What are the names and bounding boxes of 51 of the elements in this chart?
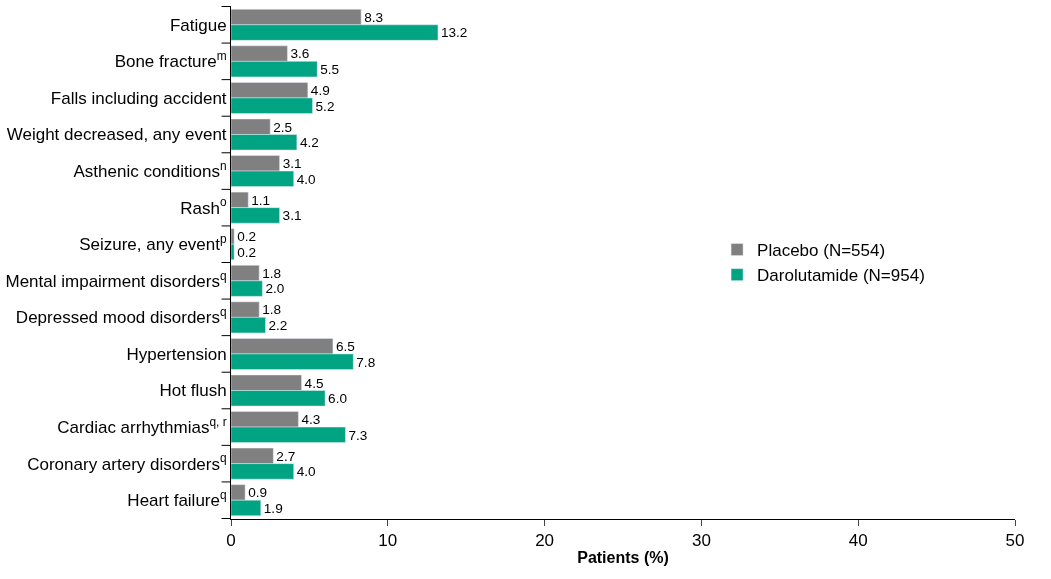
- data-label: 2.5: [273, 119, 293, 135]
- y-tick-label: Bone fracture$^{m}$: [114, 49, 227, 72]
- data-label: 4.2: [299, 135, 319, 151]
- data-label: 3.6: [290, 46, 310, 62]
- x-axis-title: Patients (%): [577, 549, 669, 567]
- data-label: 4.5: [304, 375, 324, 391]
- y-tick-label: Depressed mood disorders$^{q}$: [15, 305, 227, 328]
- y-tick-label: Seizure, any event$^{p}$: [79, 232, 227, 255]
- data-label: 2.2: [268, 317, 288, 333]
- data-label: 4.0: [296, 464, 317, 480]
- data-label: 6.0: [328, 391, 348, 407]
- x-tick-label: 40: [848, 531, 868, 551]
- y-tick-label: Coronary artery disorders$^{q}$: [27, 451, 227, 474]
- legend-label: Placebo (N=554): [757, 241, 886, 261]
- y-tick-label: Heart failure$^{q}$: [127, 488, 227, 511]
- data-label: 0.2: [237, 229, 257, 245]
- y-tick-label: Weight decreased, any event: [6, 125, 227, 145]
- x-tick-label: 30: [691, 531, 711, 551]
- y-tick-label: Cardiac arrhythmias$^{q, r}$: [57, 414, 227, 438]
- data-label: 1.8: [262, 302, 282, 318]
- x-tick-label: 50: [1005, 531, 1025, 551]
- y-tick-label: Asthenic conditions$^{n}$: [73, 158, 227, 182]
- data-label: 7.8: [356, 354, 376, 370]
- data-label: 1.9: [263, 500, 283, 516]
- y-tick-label: Mental impairment disorders$^{q}$: [5, 268, 227, 291]
- data-label: 3.1: [282, 208, 302, 224]
- y-tick-label: Hot flush: [159, 381, 227, 401]
- data-label: 8.3: [364, 9, 384, 25]
- y-tick-label: Rash$^{o}$: [180, 195, 227, 218]
- y-tick-label: Falls including accident: [50, 88, 227, 108]
- data-label: 2.0: [265, 281, 285, 297]
- data-label: 1.8: [262, 265, 282, 281]
- data-label: 7.3: [348, 427, 368, 443]
- data-label: 5.2: [315, 98, 335, 114]
- data-label: 6.5: [335, 339, 355, 355]
- x-tick-label: 0: [226, 531, 236, 551]
- data-label: 4.0: [296, 171, 317, 187]
- y-tick-label: Hypertension: [126, 344, 227, 364]
- y-tick-label: Fatigue: [169, 15, 227, 35]
- data-label: 2.7: [276, 448, 296, 464]
- data-label: 1.1: [251, 192, 271, 208]
- data-label: 13.2: [440, 25, 468, 41]
- data-label: 3.1: [282, 156, 302, 172]
- data-label: 4.9: [310, 83, 330, 99]
- x-tick-label: 20: [535, 531, 555, 551]
- data-label: 0.9: [248, 485, 268, 501]
- data-label: 5.5: [320, 61, 340, 77]
- legend-label: Darolutamide (N=954): [757, 266, 925, 286]
- data-label: 0.2: [237, 244, 257, 260]
- x-tick-label: 10: [378, 531, 398, 551]
- data-label: 4.3: [301, 412, 321, 428]
